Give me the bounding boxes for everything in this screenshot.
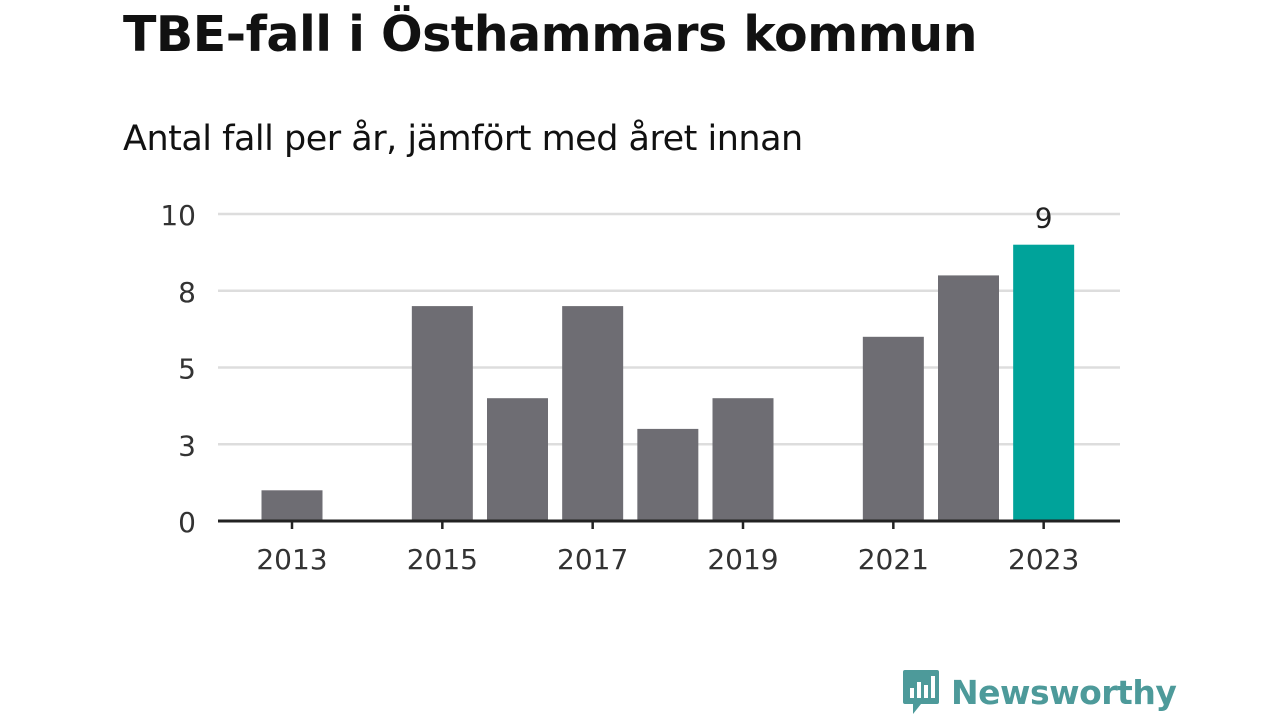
- bar-2023: [1013, 244, 1075, 521]
- brand-name: Newsworthy: [951, 672, 1177, 712]
- chart-subtitle: Antal fall per år, jämfört med året inna…: [123, 119, 803, 159]
- x-tick-label: 2017: [557, 543, 628, 576]
- y-tick-label: 3: [178, 429, 196, 462]
- y-tick-label: 8: [178, 276, 196, 309]
- bar-2015: [411, 306, 473, 521]
- x-tick-label: 2023: [1008, 543, 1079, 576]
- x-tick-label: 2013: [256, 543, 327, 576]
- x-tick-label: 2019: [707, 543, 778, 576]
- newsworthy-logo: Newsworthy: [901, 668, 1177, 716]
- data-label: 9: [1035, 202, 1053, 235]
- bar-2016: [487, 398, 548, 521]
- bar-chart: 0 3 5 8 10 2013 2015 2017 2019 2021 2023 9: [160, 199, 1120, 576]
- y-tick-label: 10: [160, 199, 196, 232]
- y-tick-label: 0: [178, 506, 196, 539]
- bar-2017: [562, 306, 624, 521]
- bar-2013: [261, 490, 323, 521]
- bar-2019: [712, 398, 774, 521]
- bar-2022: [938, 275, 999, 521]
- bar-2018: [637, 428, 699, 521]
- x-tick-label: 2015: [407, 543, 478, 576]
- newsworthy-bar-chart-icon: [903, 670, 939, 714]
- x-tick-label: 2021: [858, 543, 929, 576]
- y-tick-label: 5: [178, 353, 196, 386]
- bar-2021: [862, 336, 924, 521]
- chart-title: TBE-fall i Östhammars kommun: [123, 6, 978, 63]
